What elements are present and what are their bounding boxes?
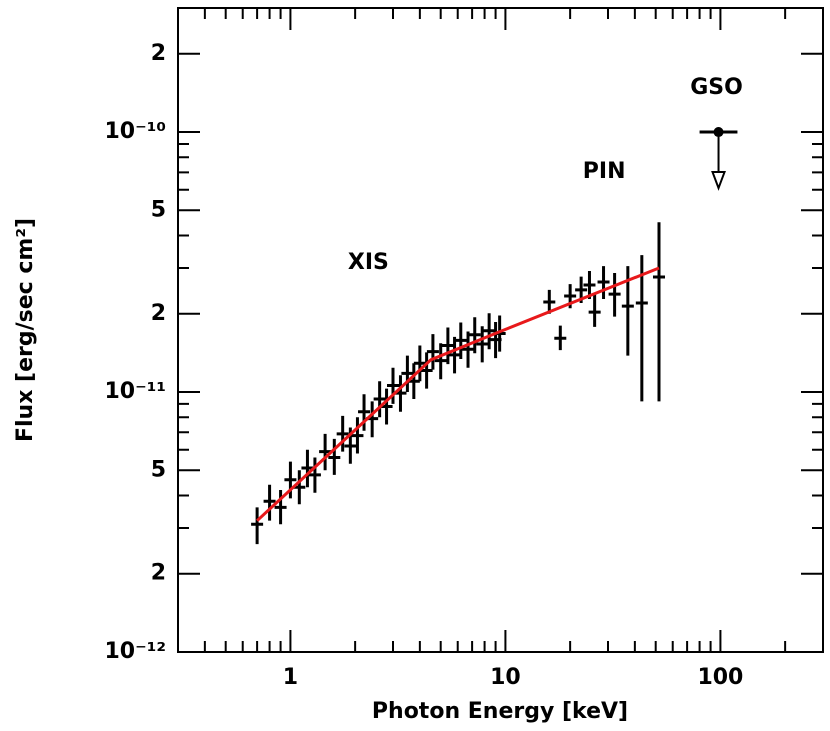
y-axis-label: Flux [erg/sec cm²] — [13, 218, 38, 442]
error-bar — [448, 336, 461, 374]
y-tick-label: 5 — [151, 457, 166, 482]
data-point — [713, 127, 724, 138]
error-bar — [373, 381, 386, 418]
y-tick-label: 2 — [151, 301, 166, 326]
error-bar — [588, 293, 601, 327]
error-bar — [284, 461, 297, 499]
y-tick-label: 10⁻¹² — [105, 639, 167, 664]
error-bar — [401, 355, 414, 393]
series-label: PIN — [583, 159, 626, 184]
y-tick-label: 2 — [151, 41, 166, 66]
error-bar — [434, 343, 447, 380]
error-bar — [653, 222, 665, 402]
y-tick-label: 2 — [151, 561, 166, 586]
x-tick-label: 1 — [283, 665, 298, 690]
error-bar — [413, 345, 426, 382]
y-tick-label: 5 — [151, 197, 166, 222]
error-bar — [274, 489, 287, 525]
error-bar — [263, 484, 276, 521]
error-bar — [597, 266, 610, 299]
error-bar — [358, 394, 371, 431]
error-bar — [426, 334, 439, 370]
error-bar — [462, 331, 475, 368]
error-bar — [441, 327, 454, 365]
error-bar — [251, 507, 264, 545]
y-tick-label: 10⁻¹¹ — [105, 379, 167, 404]
error-bar — [328, 438, 341, 475]
error-bar — [635, 255, 648, 402]
y-tick-label: 10⁻¹⁰ — [105, 119, 167, 144]
error-bar — [608, 272, 621, 317]
error-bar — [301, 449, 314, 488]
error-bar — [543, 289, 556, 314]
error-bar — [468, 317, 481, 354]
x-tick-label: 100 — [697, 665, 743, 690]
error-bar — [387, 367, 399, 404]
error-bar — [483, 313, 496, 350]
error-bar — [308, 457, 321, 493]
error-bar — [336, 415, 349, 452]
error-bar — [420, 352, 433, 389]
model-line — [256, 266, 660, 522]
series-label: GSO — [690, 75, 743, 100]
x-axis-label: Photon Energy [keV] — [372, 699, 628, 724]
error-bar — [319, 433, 332, 471]
error-bar — [351, 417, 364, 454]
error-bar — [454, 322, 467, 359]
upper-limit-arrow — [711, 171, 726, 191]
error-bar — [476, 326, 489, 363]
series-label: XIS — [348, 250, 389, 275]
x-tick-label: 10 — [490, 665, 521, 690]
error-bar — [554, 325, 567, 351]
plot-frame — [177, 7, 824, 653]
